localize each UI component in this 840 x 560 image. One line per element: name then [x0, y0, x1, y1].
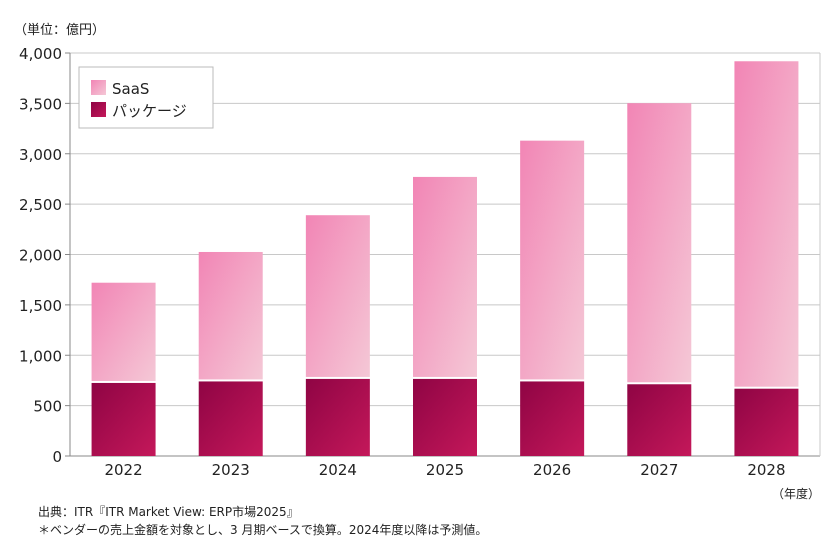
x-tick-label: 2026	[533, 461, 571, 479]
bar-package-2028	[734, 388, 799, 456]
legend-swatch-saas	[91, 80, 106, 95]
footnote: ＊ベンダーの売上金額を対象とし、3 月期ベースで換算。2024年度以降は予測値。	[38, 523, 488, 537]
legend-label-package: パッケージ	[112, 102, 187, 120]
bar-package-2026	[520, 381, 585, 456]
x-axis-label: （年度）	[772, 486, 820, 501]
y-tick-label: 4,000	[19, 45, 62, 63]
x-tick-label: 2028	[747, 461, 785, 479]
y-tick-label: 2,500	[19, 196, 62, 214]
y-tick-label: 1,000	[19, 347, 62, 365]
bar-package-2022	[91, 382, 156, 456]
source-note: 出典：ITR『ITR Market View: ERP市場2025』	[38, 505, 299, 519]
legend-swatch-package	[91, 102, 106, 117]
y-tick-label: 3,000	[19, 146, 62, 164]
bar-saas-2023	[198, 251, 263, 380]
legend-label-saas: SaaS	[112, 80, 149, 98]
x-tick-label: 2027	[640, 461, 678, 479]
y-tick-label: 1,500	[19, 297, 62, 315]
x-tick-label: 2023	[212, 461, 250, 479]
x-tick-label: 2024	[319, 461, 357, 479]
bar-package-2027	[627, 384, 692, 456]
y-tick-label: 0	[52, 448, 62, 466]
bar-saas-2025	[413, 176, 477, 377]
bar-saas-2024	[305, 215, 370, 377]
stacked-bar-chart: （単位：億円） 0 500 1,000 1,500 2,000 2,500 3,000 3,5…	[14, 22, 821, 501]
bar-saas-2026	[520, 140, 585, 380]
bar-package-2024	[305, 378, 370, 456]
bar-package-2023	[198, 381, 263, 456]
x-tick-label: 2025	[426, 461, 464, 479]
x-tick-label: 2022	[104, 461, 142, 479]
legend: SaaS パッケージ	[78, 66, 214, 129]
bar-saas-2022	[91, 282, 156, 381]
bar-saas-2027	[627, 103, 692, 383]
unit-label: （単位：億円）	[14, 22, 105, 38]
y-tick-label: 2,000	[19, 247, 62, 265]
bar-saas-2028	[734, 61, 799, 387]
bar-package-2025	[413, 378, 477, 456]
y-tick-label: 3,500	[19, 95, 62, 113]
y-tick-label: 500	[33, 398, 62, 416]
